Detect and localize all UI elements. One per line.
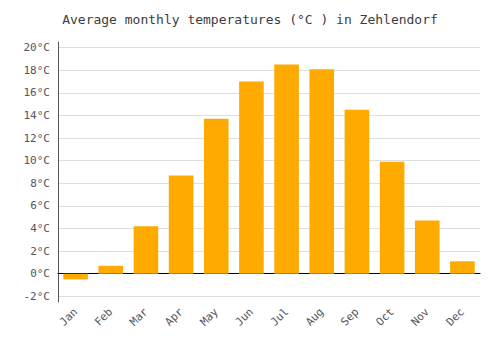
svg-text:Feb: Feb — [92, 305, 115, 328]
svg-text:18°C: 18°C — [24, 64, 51, 77]
svg-text:May: May — [198, 305, 221, 328]
svg-text:20°C: 20°C — [24, 41, 51, 54]
svg-text:16°C: 16°C — [24, 86, 51, 99]
svg-text:Mar: Mar — [127, 305, 150, 328]
svg-text:2°C: 2°C — [30, 245, 50, 258]
svg-text:8°C: 8°C — [30, 177, 50, 190]
svg-text:Aug: Aug — [303, 305, 326, 328]
svg-text:-2°C: -2°C — [24, 290, 51, 303]
svg-text:Apr: Apr — [162, 305, 185, 328]
svg-text:Jan: Jan — [57, 305, 80, 328]
svg-text:0°C: 0°C — [30, 267, 50, 280]
svg-text:10°C: 10°C — [24, 154, 51, 167]
svg-text:Oct: Oct — [373, 305, 396, 328]
svg-text:Jul: Jul — [268, 305, 291, 328]
svg-text:Sep: Sep — [338, 305, 361, 328]
svg-text:14°C: 14°C — [24, 109, 51, 122]
svg-text:Average monthly temperatures (: Average monthly temperatures (°C ) in Ze… — [62, 12, 438, 27]
svg-text:4°C: 4°C — [30, 222, 50, 235]
svg-text:Jun: Jun — [233, 305, 256, 328]
svg-text:Dec: Dec — [444, 305, 467, 328]
svg-text:6°C: 6°C — [30, 199, 50, 212]
svg-text:12°C: 12°C — [24, 132, 51, 145]
svg-text:Nov: Nov — [409, 305, 432, 328]
